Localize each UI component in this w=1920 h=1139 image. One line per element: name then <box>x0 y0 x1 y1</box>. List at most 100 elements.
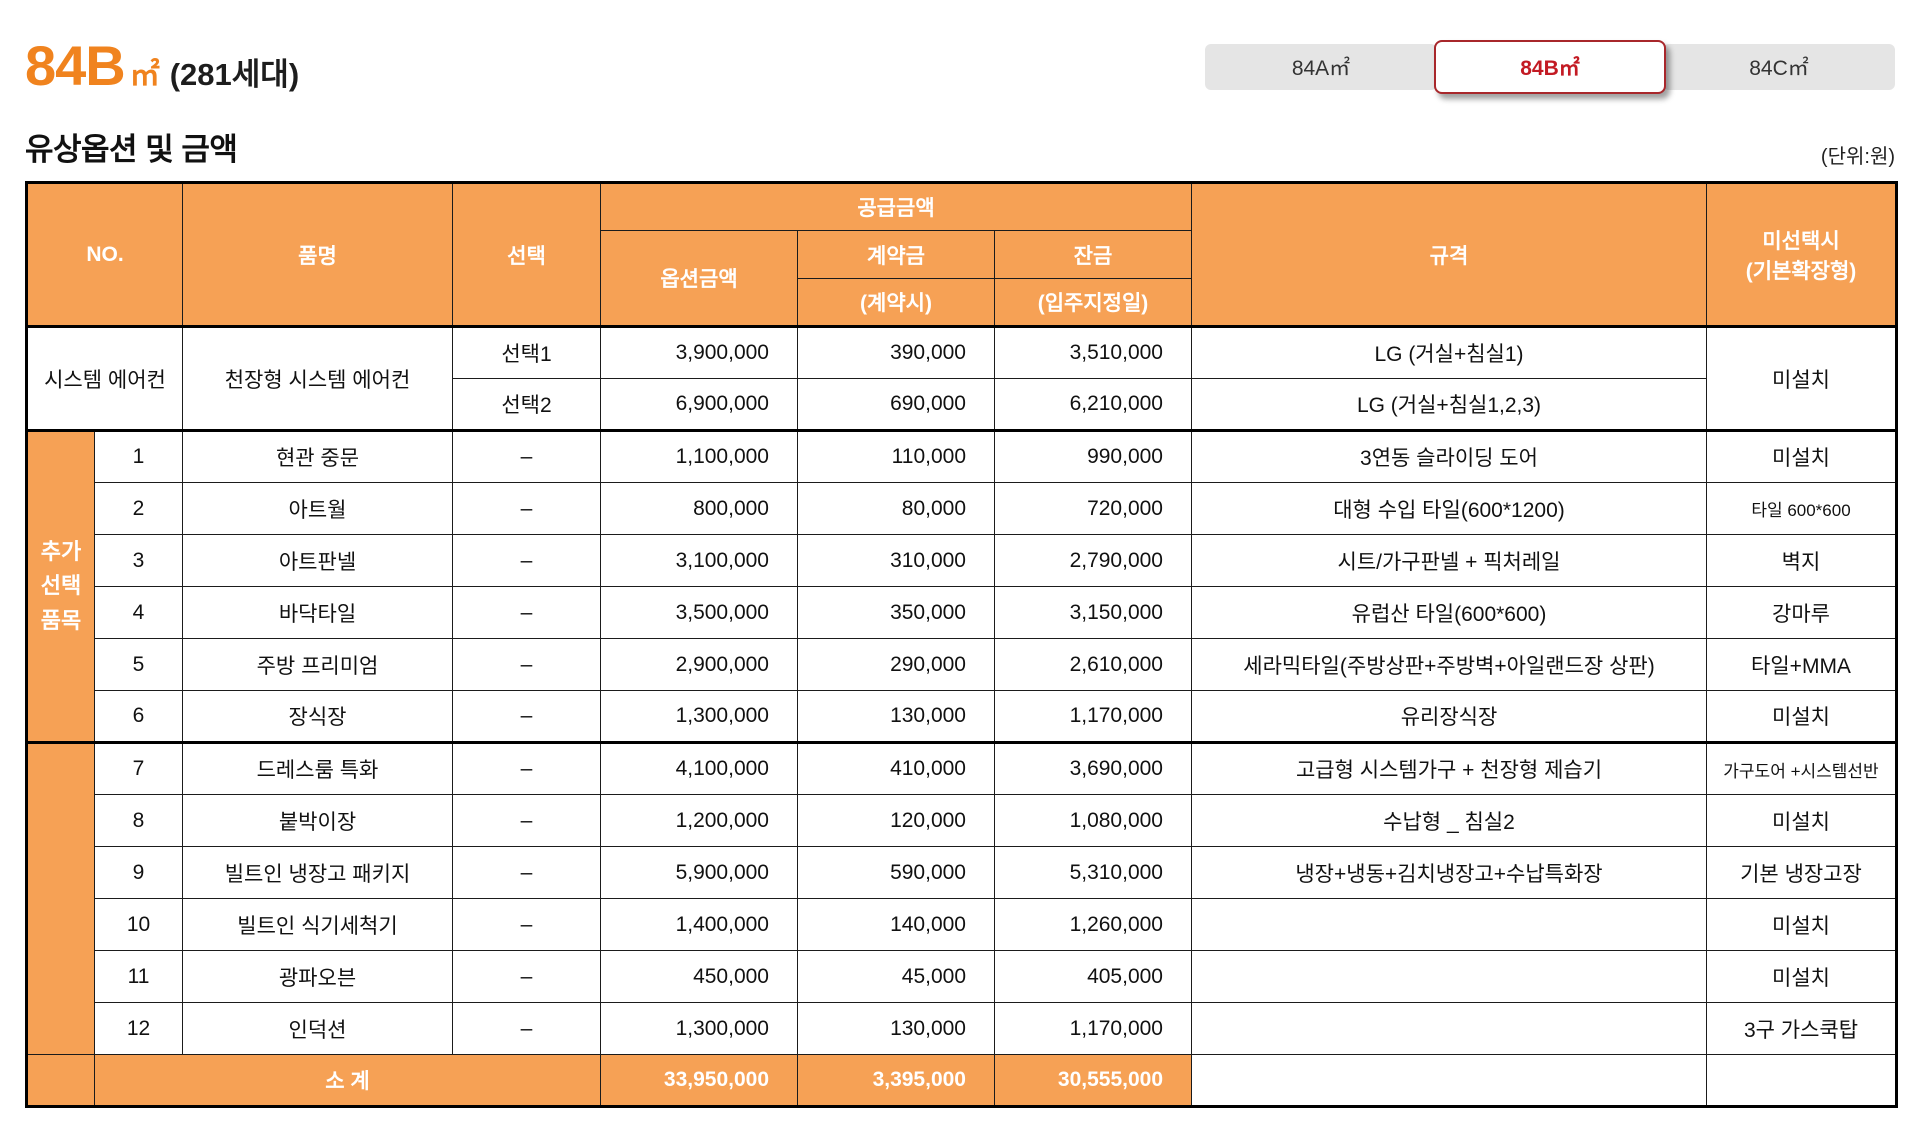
header-supply-amount-group: 공급금액 <box>600 182 1192 231</box>
cell-select: 선택2 <box>452 378 601 431</box>
cell-item-name: 주방 프리미엄 <box>182 638 453 691</box>
cell-down-payment: 590,000 <box>797 846 995 899</box>
cell-down-payment: 690,000 <box>797 378 995 431</box>
cell-option-amount: 3,100,000 <box>600 534 798 587</box>
cell-option-amount: 2,900,000 <box>600 638 798 691</box>
section-title: 유상옵션 및 금액 <box>25 132 238 167</box>
table-row: 시스템 에어컨 천장형 시스템 에어컨 선택1 3,900,000 390,000 3,5… <box>26 326 1897 431</box>
cell-no: 9 <box>94 846 183 899</box>
cell-down-payment: 410,000 <box>797 741 995 795</box>
cell-item-name: 인덕션 <box>182 1002 453 1055</box>
cell-unselected: 강마루 <box>1706 586 1897 639</box>
cell-subtotal-balance: 30,555,000 <box>994 1054 1192 1107</box>
title-household-count: (281세대) <box>169 57 300 92</box>
cell-down-payment: 310,000 <box>797 534 995 587</box>
cell-item-name: 현관 중문 <box>182 429 453 483</box>
cell-spec <box>1191 950 1707 1003</box>
cell-unselected: 가구도어 +시스템선반 <box>1706 741 1897 795</box>
cell-no: 1 <box>94 429 183 483</box>
cell-spec: 대형 수입 타일(600*1200) <box>1191 482 1707 535</box>
tab-84c[interactable]: 84C㎡ <box>1663 44 1895 90</box>
cell-balance: 6,210,000 <box>994 378 1192 431</box>
cell-select: – <box>452 898 601 951</box>
cell-item-name: 빌트인 식기세척기 <box>182 898 453 951</box>
cell-option-amount: 450,000 <box>600 950 798 1003</box>
cell-select: – <box>452 534 601 587</box>
table-row: 9 빌트인 냉장고 패키지 –5,900,000 590,000 5,310,000 냉장… <box>27 846 1897 899</box>
cell-balance: 2,610,000 <box>994 638 1192 691</box>
cell-no: 8 <box>94 794 183 847</box>
cell-item-name: 붙박이장 <box>182 794 453 847</box>
floor-tabs: 84A㎡ 84B㎡ 84C㎡ <box>1205 40 1895 94</box>
subtotal-row: 소 계 33,950,000 3,395,000 30,555,000 <box>26 1054 1897 1107</box>
header-down-payment-sub: (계약시) <box>797 278 995 327</box>
cell-no: 6 <box>94 690 183 743</box>
cell-item-name: 천장형 시스템 에어컨 <box>182 326 453 431</box>
header-unselected-line2: (기본확장형) <box>1745 259 1857 283</box>
cell-option-amount: 1,200,000 <box>600 794 798 847</box>
cell-no: 3 <box>94 534 183 587</box>
cell-subtotal-label: 소 계 <box>94 1054 601 1107</box>
cell-spec <box>1191 898 1707 951</box>
header-option-amount: 옵션금액 <box>600 230 798 327</box>
cell-unselected: 3구 가스쿡탑 <box>1706 1002 1897 1055</box>
cell-no: 2 <box>94 482 183 535</box>
cell-balance: 405,000 <box>994 950 1192 1003</box>
cell-subtotal-down-payment: 3,395,000 <box>797 1054 995 1107</box>
tab-84a[interactable]: 84A㎡ <box>1205 44 1437 90</box>
cell-down-payment: 80,000 <box>797 482 995 535</box>
cell-spec <box>1191 1002 1707 1055</box>
cell-balance: 990,000 <box>994 429 1192 483</box>
cell-balance: 1,170,000 <box>994 690 1192 743</box>
cell-select: – <box>452 741 601 795</box>
cell-select: 선택1 <box>452 326 601 379</box>
currency-unit-note: (단위:원) <box>1820 146 1895 168</box>
cell-balance: 1,260,000 <box>994 898 1192 951</box>
header-down-payment: 계약금 <box>797 230 995 279</box>
cell-additional-group-spacer <box>26 741 95 1055</box>
cell-unselected: 타일 600*600 <box>1706 482 1897 535</box>
header-select: 선택 <box>452 182 601 327</box>
header-balance-sub: (입주지정일) <box>994 278 1192 327</box>
table-row: 2 아트월 –800,000 80,000 720,000 대형 수입 타일(600*12… <box>27 482 1897 535</box>
cell-down-payment: 130,000 <box>797 690 995 743</box>
cell-unselected: 미설치 <box>1706 898 1897 951</box>
cell-spec: 유럽산 타일(600*600) <box>1191 586 1707 639</box>
cell-select: – <box>452 690 601 743</box>
cell-no: 12 <box>94 1002 183 1055</box>
tab-84b[interactable]: 84B㎡ <box>1434 40 1666 94</box>
cell-subtotal-group-spacer <box>26 1054 95 1107</box>
cell-unselected: 미설치 <box>1706 690 1897 743</box>
cell-aircon-group: 시스템 에어컨 <box>26 326 183 431</box>
table-row: 추가 선택 품목 1 현관 중문 –1,100,000 110,000 990,000 3연동 … <box>26 429 1897 743</box>
cell-balance: 3,690,000 <box>994 741 1192 795</box>
page-title: 84B ㎡ (281세대) <box>25 33 299 98</box>
cell-option-amount: 3,500,000 <box>600 586 798 639</box>
cell-unselected: 미설치 <box>1706 950 1897 1003</box>
cell-unselected: 타일+MMA <box>1706 638 1897 691</box>
table-row: 7 드레스룸 특화 –4,100,000 410,000 3,690,000 고급형 시스… <box>26 741 1897 1055</box>
cell-subtotal-spec <box>1191 1054 1707 1107</box>
cell-spec: 유리장식장 <box>1191 690 1707 743</box>
cell-unselected: 미설치 <box>1706 429 1897 483</box>
cell-balance: 2,790,000 <box>994 534 1192 587</box>
cell-option-amount: 1,400,000 <box>600 898 798 951</box>
cell-balance: 1,170,000 <box>994 1002 1192 1055</box>
cell-option-amount: 3,900,000 <box>600 326 798 379</box>
cell-select: – <box>452 846 601 899</box>
cell-balance: 3,150,000 <box>994 586 1192 639</box>
cell-no: 11 <box>94 950 183 1003</box>
table-row: 4 바닥타일 –3,500,000 350,000 3,150,000 유럽산 타일(60… <box>27 586 1897 639</box>
cell-select: – <box>452 1002 601 1055</box>
cell-no: 5 <box>94 638 183 691</box>
cell-no: 10 <box>94 898 183 951</box>
cell-select: – <box>452 638 601 691</box>
cell-item-name: 드레스룸 특화 <box>182 741 453 795</box>
cell-subtotal-option-amount: 33,950,000 <box>600 1054 798 1107</box>
cell-spec: 냉장+냉동+김치냉장고+수납특화장 <box>1191 846 1707 899</box>
cell-spec: LG (거실+침실1,2,3) <box>1191 378 1707 431</box>
cell-down-payment: 120,000 <box>797 794 995 847</box>
cell-down-payment: 130,000 <box>797 1002 995 1055</box>
cell-option-amount: 4,100,000 <box>600 741 798 795</box>
